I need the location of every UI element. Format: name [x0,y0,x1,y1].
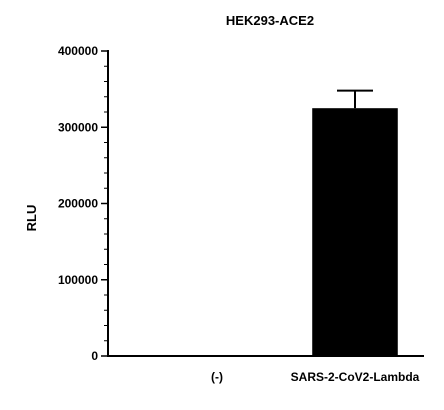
bars [312,89,398,356]
y-axis-title: RLU [24,205,39,232]
y-ticks: 0 100000 200000 300000 400000 [58,44,108,363]
x-tick-labels: (-) SARS-2-CoV2-Lambda [211,370,420,384]
y-tick-label: 0 [91,349,98,363]
x-tick-label: (-) [211,370,223,384]
bar [312,108,398,356]
x-tick-label: SARS-2-CoV2-Lambda [291,370,420,384]
y-tick-label: 300000 [58,120,98,134]
chart-title: HEK293-ACE2 [226,13,314,28]
y-tick-label: 400000 [58,44,98,58]
y-tick-label: 100000 [58,273,98,287]
y-tick-label: 200000 [58,197,98,211]
